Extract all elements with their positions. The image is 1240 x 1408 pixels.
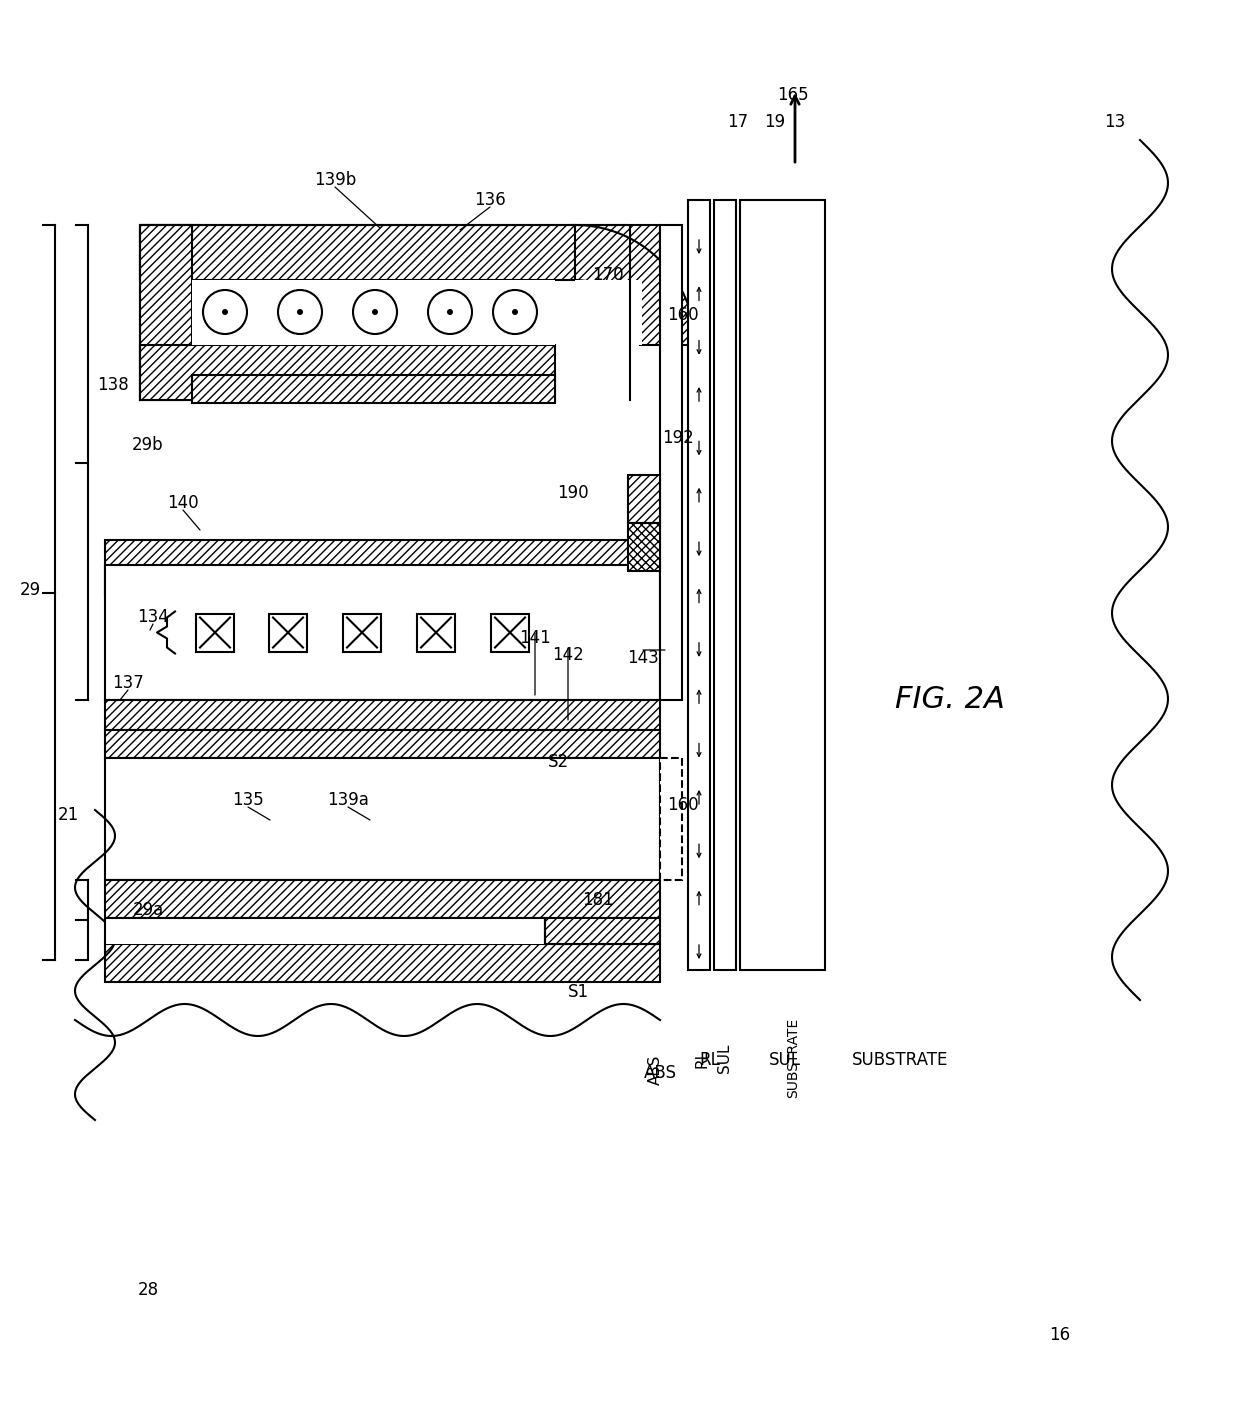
Text: 29b: 29b bbox=[133, 436, 164, 453]
Bar bbox=[192, 280, 556, 345]
Text: 181: 181 bbox=[582, 891, 614, 910]
Text: 136: 136 bbox=[474, 191, 506, 208]
Bar bbox=[140, 345, 556, 400]
Bar bbox=[105, 918, 546, 943]
Text: 137: 137 bbox=[112, 674, 144, 691]
Circle shape bbox=[446, 308, 453, 315]
Bar bbox=[688, 200, 711, 970]
Bar bbox=[740, 200, 825, 970]
Text: SUBSTRATE: SUBSTRATE bbox=[852, 1050, 949, 1069]
Text: 165: 165 bbox=[777, 86, 808, 104]
Text: RL: RL bbox=[699, 1050, 720, 1069]
Text: 170: 170 bbox=[593, 266, 624, 284]
Bar bbox=[546, 918, 660, 943]
Text: 17: 17 bbox=[728, 113, 749, 131]
Bar bbox=[192, 375, 556, 403]
Bar bbox=[105, 729, 660, 758]
Text: SUL: SUL bbox=[717, 1043, 732, 1073]
Text: ABS: ABS bbox=[644, 1064, 677, 1081]
Text: 139b: 139b bbox=[314, 170, 356, 189]
Text: 138: 138 bbox=[97, 376, 129, 394]
Circle shape bbox=[512, 308, 518, 315]
Bar bbox=[105, 567, 660, 596]
Bar bbox=[417, 614, 455, 652]
Text: 21: 21 bbox=[57, 805, 78, 824]
Text: 28: 28 bbox=[138, 1281, 159, 1300]
Bar bbox=[575, 280, 642, 345]
Bar bbox=[105, 541, 660, 567]
Bar bbox=[660, 225, 682, 700]
Text: 29a: 29a bbox=[133, 901, 164, 919]
Text: FIG. 2A: FIG. 2A bbox=[895, 686, 1004, 714]
Text: 160: 160 bbox=[667, 796, 699, 814]
Text: 139a: 139a bbox=[327, 791, 370, 810]
Text: 19: 19 bbox=[764, 113, 786, 131]
Text: 141: 141 bbox=[520, 629, 551, 648]
Bar bbox=[660, 758, 682, 880]
Text: 160: 160 bbox=[667, 306, 699, 324]
Text: S2: S2 bbox=[547, 753, 569, 772]
Text: SUL: SUL bbox=[769, 1050, 801, 1069]
Text: 140: 140 bbox=[167, 494, 198, 513]
Text: 16: 16 bbox=[1049, 1326, 1070, 1345]
Text: 29: 29 bbox=[20, 582, 41, 598]
Bar bbox=[196, 614, 234, 652]
Text: 143: 143 bbox=[627, 649, 658, 667]
Polygon shape bbox=[575, 225, 694, 345]
Text: 13: 13 bbox=[1105, 113, 1126, 131]
Bar bbox=[140, 225, 660, 280]
Bar bbox=[714, 200, 737, 970]
Circle shape bbox=[298, 308, 303, 315]
Text: RL: RL bbox=[694, 1049, 709, 1067]
Text: S1: S1 bbox=[568, 983, 589, 1001]
Bar bbox=[627, 474, 660, 522]
Bar bbox=[105, 700, 660, 729]
Bar bbox=[627, 522, 660, 572]
Text: 135: 135 bbox=[232, 791, 264, 810]
Bar bbox=[269, 614, 308, 652]
Bar bbox=[105, 565, 660, 700]
Text: 142: 142 bbox=[552, 646, 584, 665]
Text: 190: 190 bbox=[557, 484, 589, 503]
Text: ABS: ABS bbox=[647, 1055, 662, 1086]
Circle shape bbox=[372, 308, 378, 315]
Text: 134: 134 bbox=[138, 608, 169, 627]
Text: 192: 192 bbox=[662, 429, 694, 446]
Bar bbox=[105, 758, 660, 880]
Bar bbox=[140, 225, 192, 400]
Bar bbox=[105, 880, 660, 918]
Circle shape bbox=[222, 308, 228, 315]
Bar bbox=[105, 943, 660, 981]
Bar bbox=[491, 614, 529, 652]
Bar bbox=[343, 614, 381, 652]
Text: SUBSTRATE: SUBSTRATE bbox=[786, 1018, 800, 1098]
